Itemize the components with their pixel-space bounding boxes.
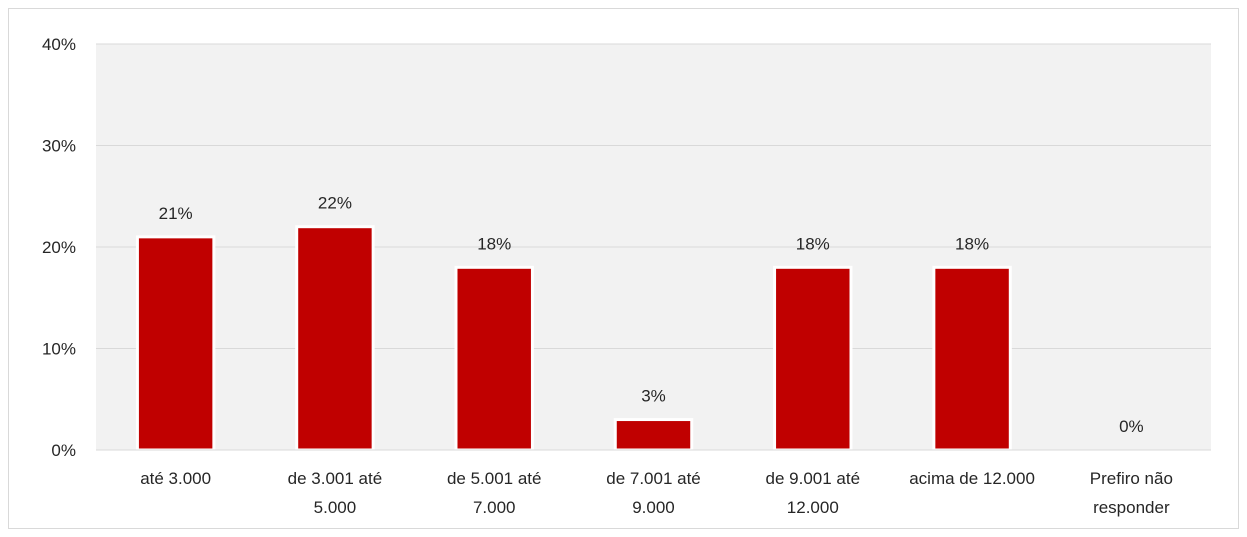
category-label-line: acima de 12.000 bbox=[909, 469, 1035, 488]
bar bbox=[135, 235, 216, 452]
bar bbox=[613, 418, 694, 452]
category-label: acima de 12.000 bbox=[909, 469, 1035, 488]
category-label-line: 5.000 bbox=[314, 498, 357, 517]
y-axis-tick-labels: 0% 10% 20% 30% 40% bbox=[42, 35, 76, 460]
category-label-line: de 5.001 até bbox=[447, 469, 542, 488]
category-label-line: responder bbox=[1093, 498, 1170, 517]
category-label-line: 9.000 bbox=[632, 498, 675, 517]
data-label: 18% bbox=[796, 234, 830, 253]
y-tick-label: 20% bbox=[42, 238, 76, 257]
category-label: de 5.001 até 7.000 bbox=[447, 469, 542, 517]
category-label-line: Prefiro não bbox=[1090, 469, 1173, 488]
category-label-line: de 3.001 até bbox=[288, 469, 383, 488]
category-label-line: 7.000 bbox=[473, 498, 516, 517]
category-label-line: de 9.001 até bbox=[766, 469, 861, 488]
data-label: 21% bbox=[159, 204, 193, 223]
category-label-line: 12.000 bbox=[787, 498, 839, 517]
bar bbox=[295, 225, 375, 452]
category-label: até 3.000 bbox=[140, 469, 211, 488]
category-label-line: de 7.001 até bbox=[606, 469, 701, 488]
category-label-line: até 3.000 bbox=[140, 469, 211, 488]
y-tick-label: 10% bbox=[42, 340, 76, 359]
x-axis-category-labels: até 3.000 de 3.001 até 5.000 de 5.001 até 7.… bbox=[140, 469, 1173, 517]
y-tick-label: 40% bbox=[42, 35, 76, 54]
category-label: de 3.001 até 5.000 bbox=[288, 469, 383, 517]
category-label: Prefiro não responder bbox=[1090, 469, 1173, 517]
bar bbox=[932, 265, 1012, 452]
category-label: de 7.001 até 9.000 bbox=[606, 469, 701, 517]
data-label: 3% bbox=[641, 387, 666, 406]
bar bbox=[773, 265, 853, 452]
data-label: 18% bbox=[955, 234, 989, 253]
y-tick-label: 30% bbox=[42, 137, 76, 156]
data-labels: 21% 22% 18% 3% 18% 18% 0% bbox=[159, 194, 1144, 436]
bar bbox=[454, 265, 534, 452]
data-label: 18% bbox=[477, 234, 511, 253]
y-tick-label: 0% bbox=[51, 441, 76, 460]
gridlines bbox=[96, 43, 1211, 349]
data-label: 22% bbox=[318, 194, 352, 213]
category-label: de 9.001 até 12.000 bbox=[766, 469, 861, 517]
bars bbox=[135, 225, 1012, 452]
data-label: 0% bbox=[1119, 417, 1144, 436]
